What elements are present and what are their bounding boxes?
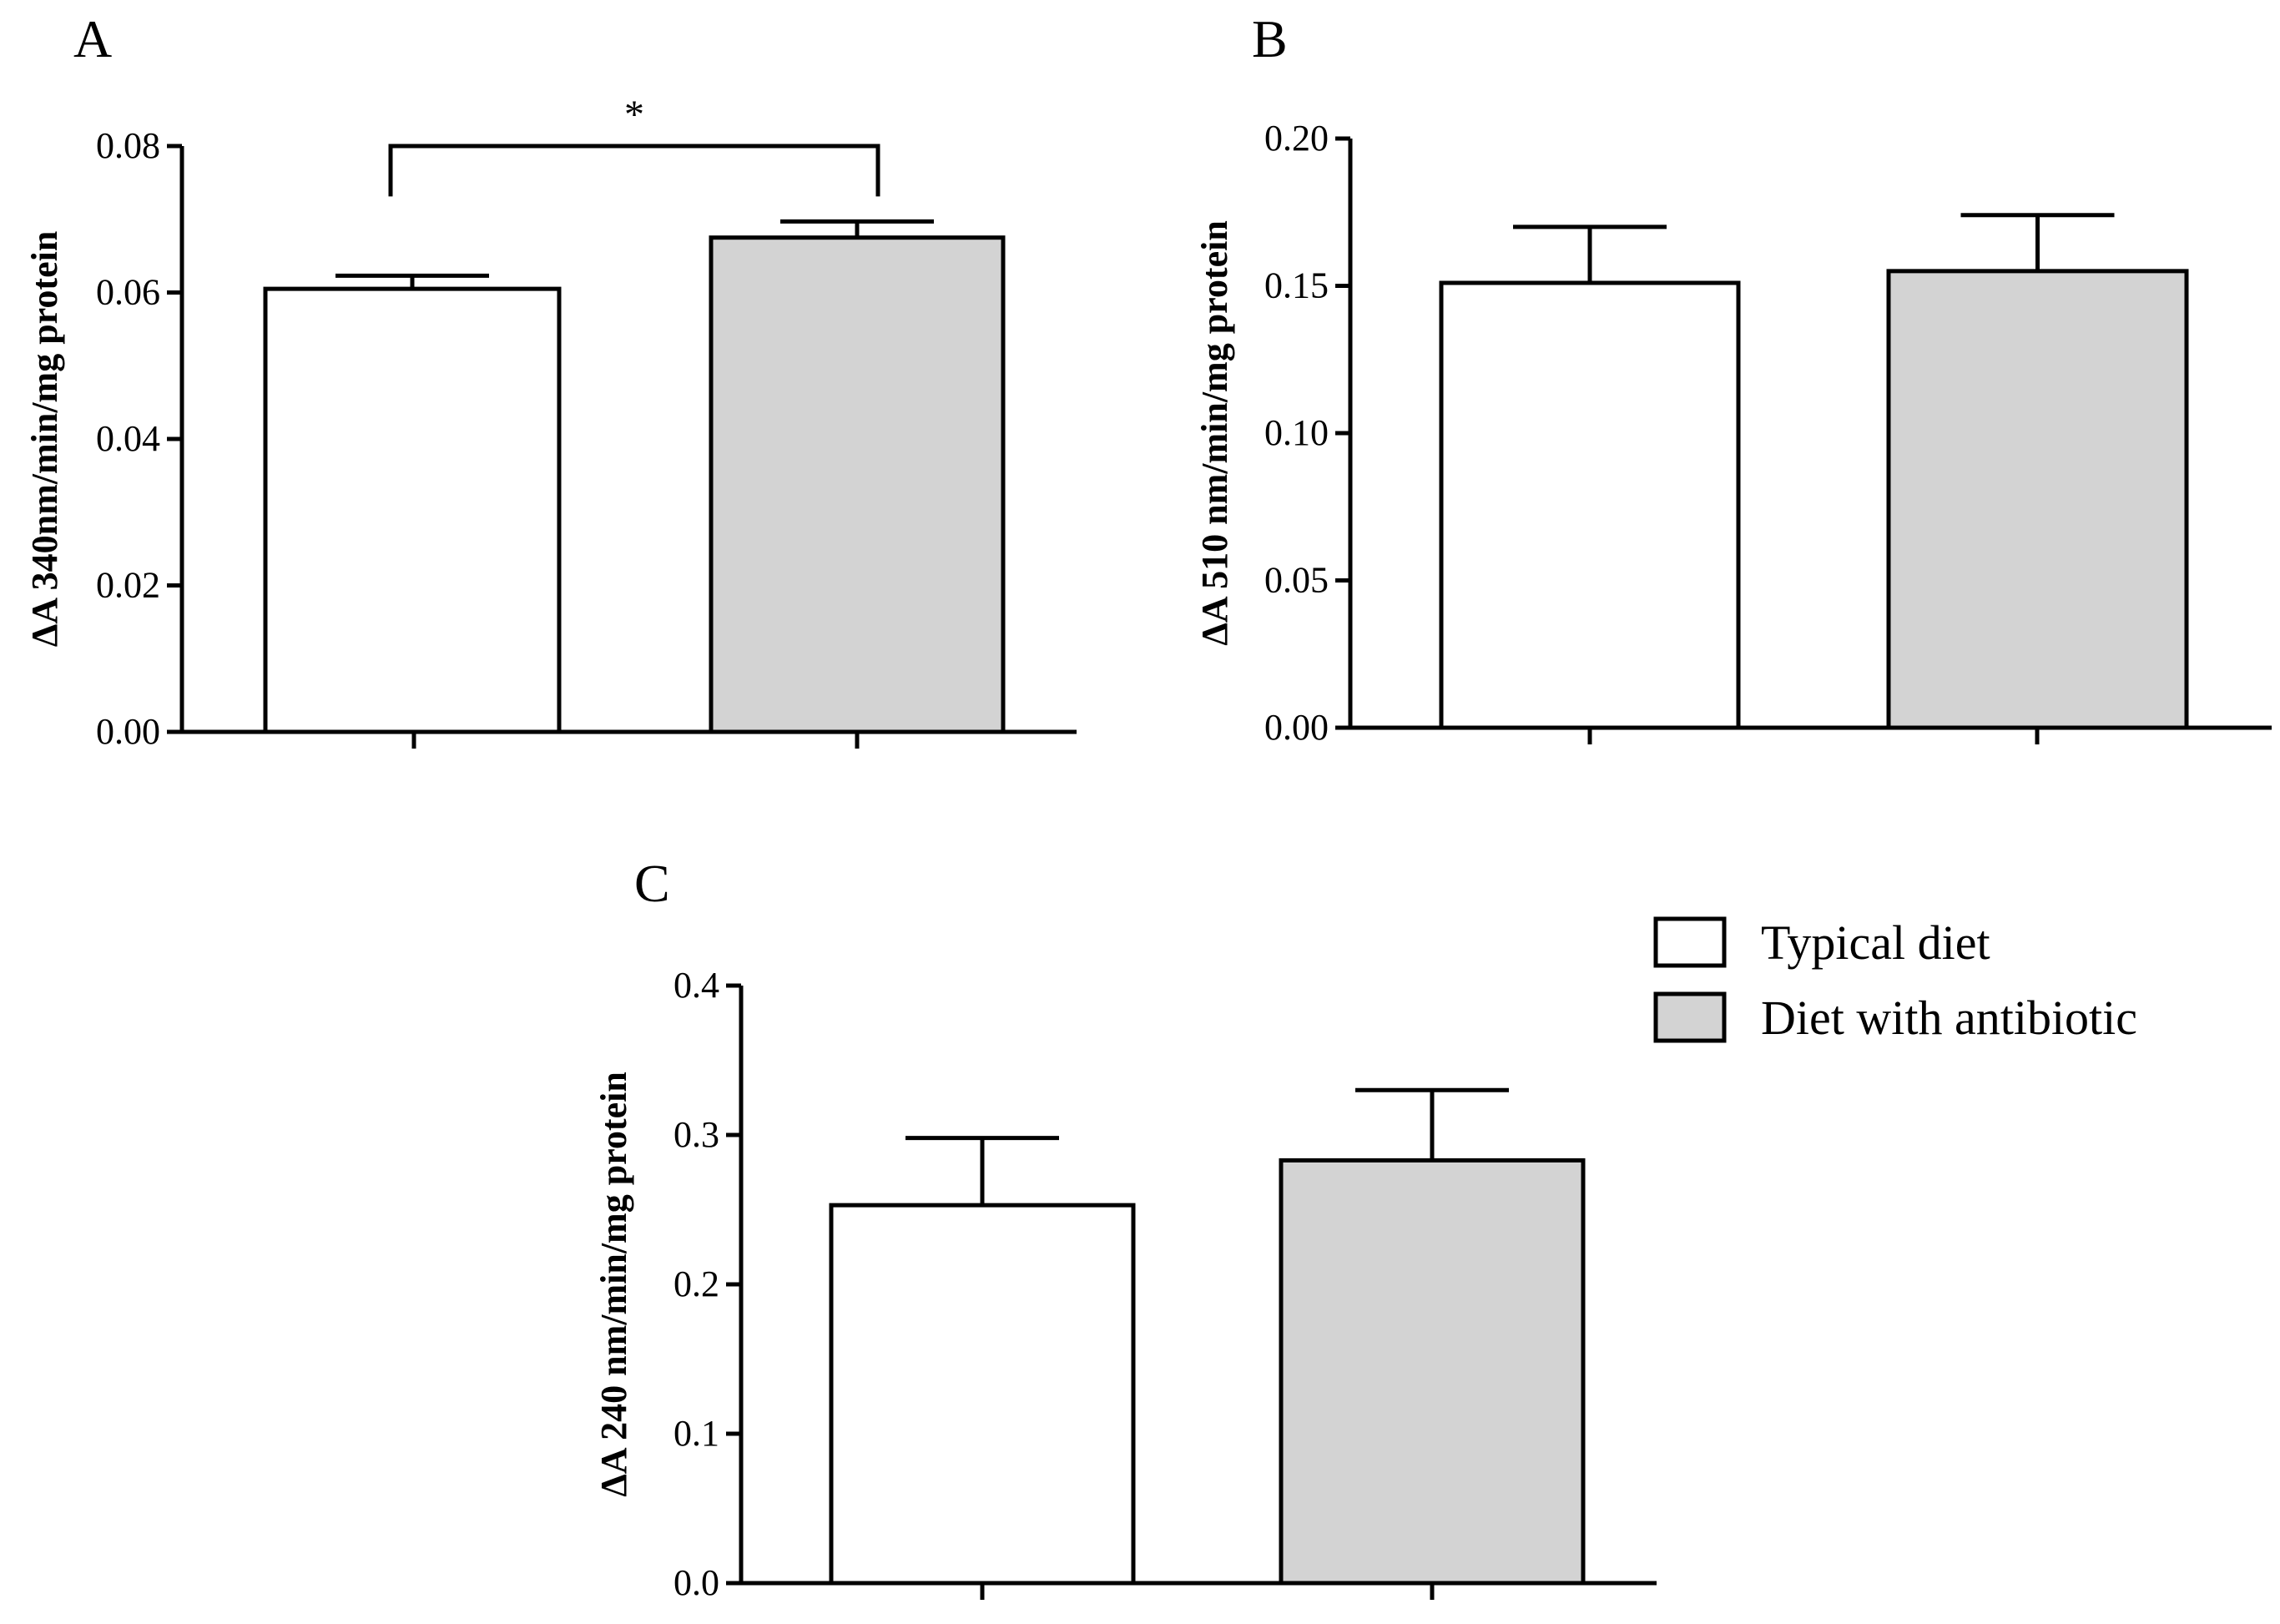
- y-tick-label: 0.08: [96, 125, 160, 166]
- y-tick-label: 0.00: [96, 711, 160, 752]
- panel-b: B 0.00 0.05 0.10 0.15 0.20 ΔA 510 nm/min/mg pr…: [1194, 9, 2272, 748]
- y-tick-label: 0.1: [673, 1413, 719, 1454]
- legend-label-diet-with-antibiotic: Diet with antibiotic: [1761, 991, 2137, 1045]
- legend-label-typical-diet: Typical diet: [1761, 915, 1990, 970]
- legend-swatch-typical-diet: [1653, 916, 1727, 968]
- panel-letter-c: C: [634, 854, 670, 913]
- y-tick-label: 0.4: [673, 965, 719, 1006]
- panel-letter-a: A: [73, 9, 112, 68]
- bar-typical-diet: [1439, 280, 1741, 730]
- bar-diet-with-antibiotic: [709, 235, 1006, 734]
- y-axis-label: ΔA 510 nm/min/mg protein: [1194, 220, 1235, 646]
- y-tick-label: 0.0: [673, 1562, 719, 1603]
- panel-letter-b: B: [1252, 9, 1288, 68]
- significance-star: *: [624, 93, 644, 137]
- y-axis-label: ΔA 240 nm/min/mg protein: [593, 1072, 634, 1497]
- y-tick-label: 0.02: [96, 565, 160, 606]
- y-tick-label: 0.3: [673, 1114, 719, 1155]
- y-axis-label: ΔA 340nm/min/mg protein: [24, 231, 65, 648]
- y-tick-label: 0.05: [1264, 560, 1329, 601]
- panel-a: A 0.00 0.02 0.04 0.06 0.08 ΔA 340nm/min/mg pro…: [24, 9, 1077, 752]
- y-tick-label: 0.06: [96, 272, 160, 313]
- bar-diet-with-antibiotic: [1279, 1157, 1586, 1586]
- y-tick-label: 0.00: [1264, 707, 1329, 748]
- y-tick-label: 0.2: [673, 1263, 719, 1304]
- bar-typical-diet: [829, 1203, 1136, 1586]
- legend: Typical diet Diet with antibiotic: [1653, 915, 2137, 1045]
- legend-swatch-diet-with-antibiotic: [1653, 991, 1727, 1043]
- bar-typical-diet: [263, 286, 562, 734]
- y-tick-label: 0.20: [1264, 118, 1329, 159]
- y-tick-label: 0.04: [96, 418, 160, 459]
- bar-diet-with-antibiotic: [1886, 269, 2189, 730]
- y-tick-label: 0.15: [1264, 265, 1329, 306]
- y-tick-label: 0.10: [1264, 412, 1329, 453]
- significance-bracket: [388, 144, 880, 197]
- panel-c: C 0.0 0.1 0.2 0.3 0.4 ΔA 240 nm/min/mg protein: [593, 854, 1657, 1603]
